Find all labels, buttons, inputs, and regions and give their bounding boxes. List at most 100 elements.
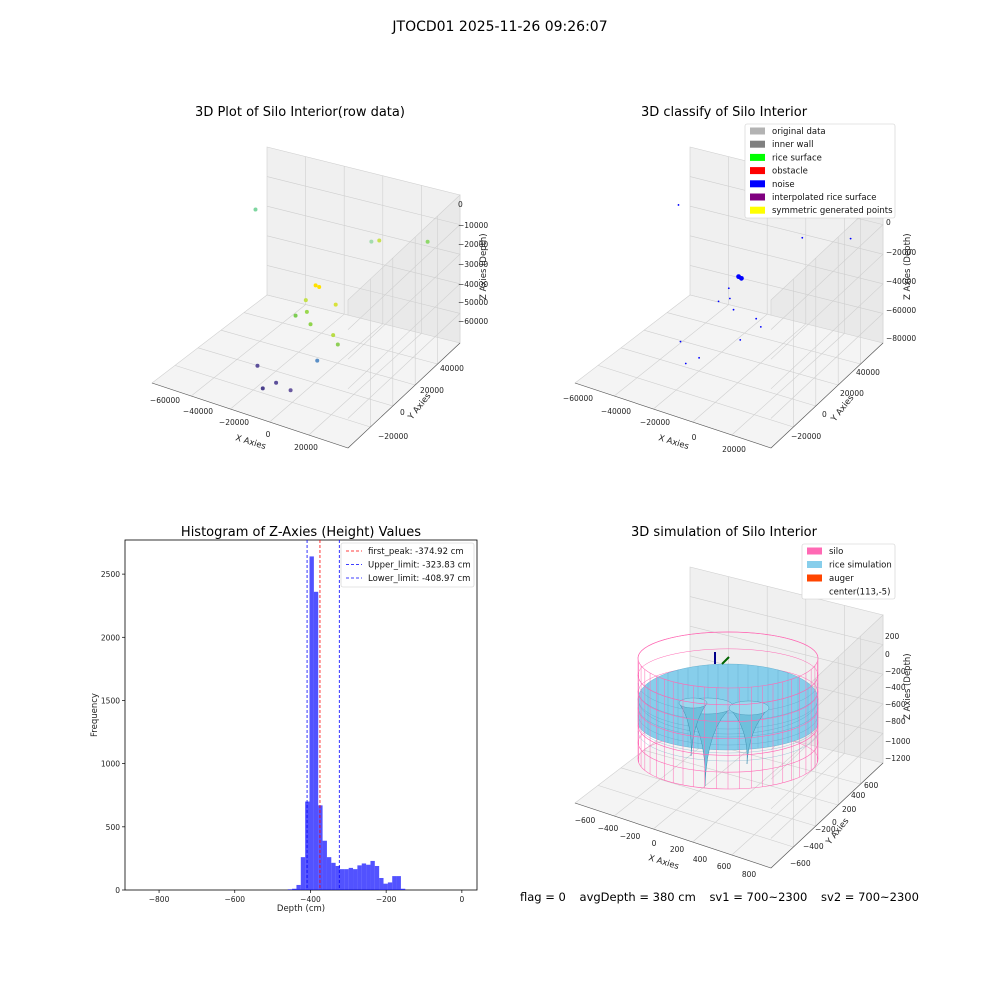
raw-z-tick-label: −30000 (458, 260, 488, 269)
classify-grid-line (653, 313, 768, 410)
raw-data-point (377, 238, 382, 243)
simulation-legend-swatch (807, 561, 822, 568)
histogram-y-tick-label: 2000 (101, 633, 120, 642)
simulation-x-tick-label: −600 (575, 816, 596, 825)
simulation-x-tick-label: 400 (693, 855, 708, 864)
simulation-legend-swatch (807, 588, 822, 595)
classify-z-tick-label: −80000 (886, 334, 916, 343)
raw-data-point (274, 380, 279, 385)
classify-legend-swatch (750, 140, 765, 148)
noise-point (755, 317, 758, 320)
raw-y-tick-label: 40000 (440, 364, 464, 373)
histogram-x-axis-label: Depth (cm) (277, 904, 325, 914)
histogram-bar (383, 883, 388, 890)
raw-x-tick-label: −20000 (219, 418, 249, 427)
simulation-legend-swatch (807, 574, 822, 582)
classify-grid-line (666, 312, 861, 365)
status-sv2: sv2 = 700~2300 (821, 890, 919, 904)
raw-x-axis-line (151, 382, 349, 449)
classify-x-tick-label: 0 (692, 433, 697, 442)
raw-grid-line (230, 313, 345, 410)
classify-legend-frame (744, 123, 896, 219)
noise-point (727, 287, 730, 290)
raw-grid-line (174, 365, 371, 428)
classify-y-tick-label: 20000 (840, 389, 864, 398)
raw-grid-line (266, 176, 461, 330)
simulation-x-tick-label: −200 (620, 832, 641, 841)
simulation-y-tick-label: −200 (815, 825, 836, 834)
classify-y-axis-line (770, 342, 884, 449)
simulation-z-tick-label: 200 (885, 632, 900, 641)
histogram-title: Histogram of Z-Axies (Height) Values (181, 525, 421, 540)
raw-x-axis-label: X Axies (234, 433, 267, 452)
classify-plot-title: 3D classify of Silo Interior (641, 105, 808, 120)
noise-point (849, 237, 852, 240)
histogram-bar (392, 876, 397, 890)
noise-point (732, 308, 735, 311)
simulation-grid-line (692, 743, 806, 843)
classify-grid-line (643, 329, 839, 386)
simulation-grid-line (689, 625, 884, 780)
simulation-x-axis-label: X Axies (647, 853, 680, 872)
histogram-x-tick-label: 0 (459, 895, 464, 904)
noise-point (679, 340, 682, 343)
simulation-x-tick-label: 0 (652, 839, 657, 848)
raw-grid-line (266, 265, 461, 419)
raw-y-tick-label: −20000 (378, 432, 408, 441)
classify-z-tick-label: −20000 (886, 248, 916, 257)
histogram-bar (387, 882, 393, 890)
raw-z-tick-label: −20000 (458, 240, 488, 249)
noise-point (717, 300, 720, 303)
simulation-y-tick-label: −600 (790, 859, 811, 868)
rice-cone-rim (728, 700, 770, 716)
classify-z-axis-label: Z Axies (Depth) (903, 233, 913, 300)
histogram-y-tick-label: 0 (115, 886, 120, 895)
classify-grid-line (620, 347, 816, 407)
status-avg-depth: avgDepth = 380 cm (579, 890, 696, 904)
classify-legend-swatch (750, 180, 765, 188)
classify-grid-line (614, 304, 729, 397)
simulation-x-axis-line (574, 802, 772, 869)
simulation-z-tick-label: −800 (885, 717, 906, 726)
classify-legend-swatch (750, 206, 765, 214)
histogram-legend-label: Lower_limit: -408.97 cm (368, 574, 470, 584)
simulation-legend-swatch (807, 547, 822, 555)
raw-data-point (425, 239, 430, 244)
histogram-bar (344, 869, 349, 890)
classify-legend-swatch (750, 167, 765, 175)
raw-y-axis-line (347, 342, 461, 449)
simulation-z-axis-label: Z Axies (Depth) (903, 653, 913, 720)
noise-point (739, 275, 744, 281)
classify-x-tick-label: −40000 (601, 407, 631, 416)
simulation-z-tick-label: 0 (885, 650, 890, 659)
raw-z-tick-label: −10000 (458, 221, 488, 230)
classify-grid-line (692, 323, 806, 423)
histogram-bar (318, 805, 323, 890)
histogram-x-tick-label: −600 (224, 895, 245, 904)
raw-data-point (260, 386, 265, 391)
simulation-y-tick-label: 200 (842, 805, 857, 814)
raw-grid-line (191, 304, 306, 397)
histogram-bar (326, 857, 332, 890)
raw-data-point (317, 284, 322, 289)
simulation-x-tick-label: −400 (598, 824, 619, 833)
histogram-bar (313, 591, 319, 890)
histogram-y-axis-label: Frequency (90, 693, 100, 737)
histogram-y-tick-label: 1000 (101, 760, 120, 769)
raw-data-point (293, 313, 298, 318)
histogram-bar (296, 884, 301, 890)
status-sv1: sv1 = 700~2300 (709, 890, 808, 904)
histogram-bar (339, 869, 345, 890)
classify-grid-line (731, 333, 845, 436)
figure-suptitle: JTOCD01 2025-11-26 09:26:07 (391, 19, 607, 35)
raw-plot-title: 3D Plot of Silo Interior(row data) (195, 105, 405, 120)
histogram-bar (292, 888, 297, 890)
simulation-z-tick-label: −600 (885, 700, 906, 709)
classify-x-tick-label: −20000 (640, 418, 670, 427)
histogram-bar (331, 862, 336, 890)
classify-y-tick-label: 40000 (856, 368, 880, 377)
classify-legend-swatch (750, 153, 765, 161)
classify-grid-line (689, 235, 884, 390)
histogram-bar (322, 840, 327, 890)
